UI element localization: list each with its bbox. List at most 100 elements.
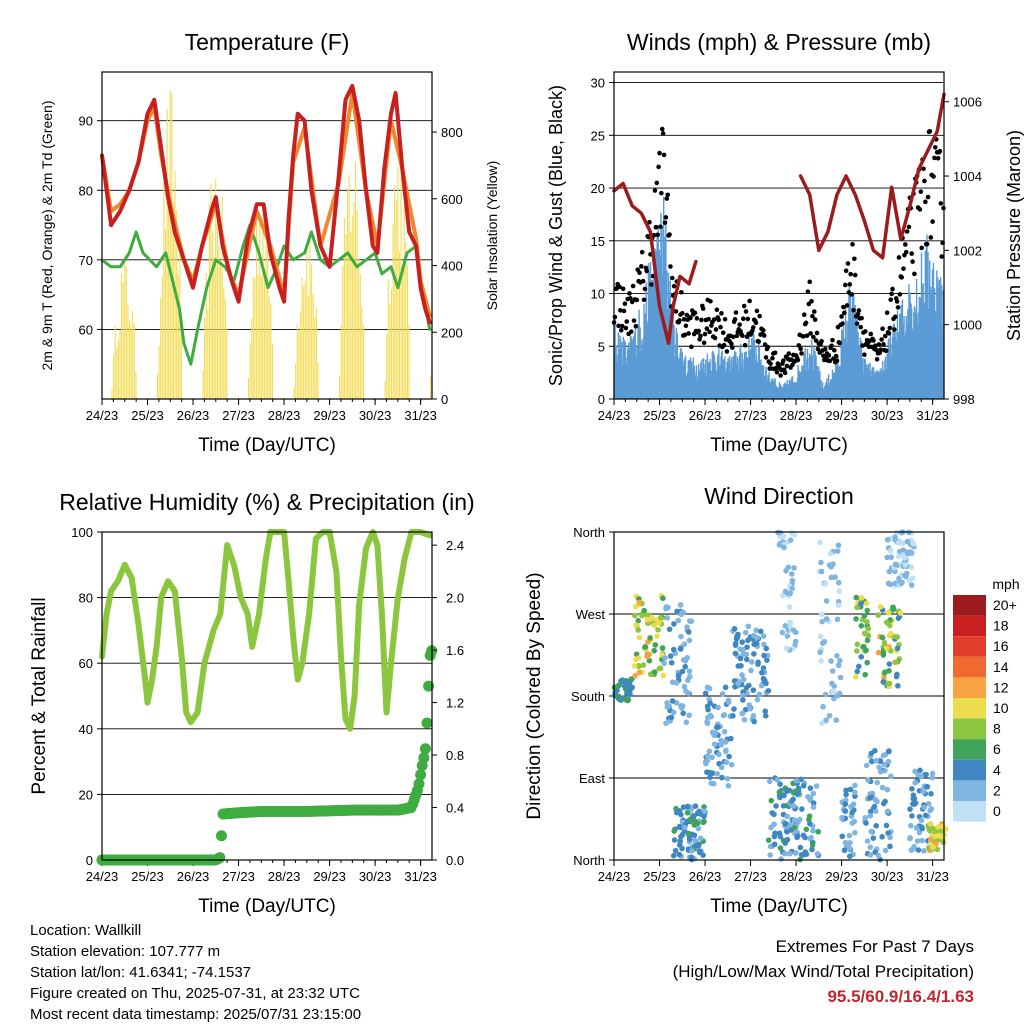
direction-point <box>841 847 848 854</box>
gust-point <box>922 178 927 184</box>
gust-point <box>903 242 908 247</box>
direction-point <box>773 803 779 809</box>
direction-point <box>809 846 815 853</box>
direction-point <box>635 617 642 624</box>
gust-point <box>761 333 767 338</box>
direction-point <box>655 626 661 633</box>
gust-point <box>855 311 861 317</box>
direction-point <box>917 767 923 774</box>
gust-point <box>734 333 740 339</box>
gust-point <box>679 310 685 316</box>
direction-point <box>809 842 816 848</box>
direction-point <box>873 757 879 764</box>
direction-point <box>664 704 671 710</box>
gust-point <box>810 313 815 319</box>
gust-point <box>862 352 867 357</box>
direction-point <box>760 675 767 682</box>
speed-legend-swatch <box>953 595 986 616</box>
direction-point <box>868 758 875 765</box>
direction-point <box>671 837 678 843</box>
direction-point <box>910 795 917 802</box>
gust-point <box>628 295 633 301</box>
direction-point <box>853 648 860 654</box>
direction-point <box>847 786 854 793</box>
direction-point <box>877 768 884 775</box>
gust-point <box>931 174 936 179</box>
direction-point <box>808 834 814 841</box>
direction-point <box>758 682 765 689</box>
gust-point <box>844 303 850 308</box>
gust-point <box>847 282 853 287</box>
direction-point <box>863 762 870 769</box>
direction-point <box>733 635 740 642</box>
gust-point <box>729 341 734 346</box>
direction-point <box>751 641 758 648</box>
direction-point <box>835 542 842 549</box>
humidity-ylabel: Percent & Total Rainfall <box>29 597 50 794</box>
gust-point <box>871 338 876 343</box>
direction-point <box>735 680 742 687</box>
direction-point <box>682 663 689 670</box>
direction-point <box>726 753 732 760</box>
direction-point <box>633 603 639 610</box>
direction-point <box>718 742 725 748</box>
direction-point <box>787 590 794 597</box>
gust-point <box>886 330 892 336</box>
direction-point <box>790 627 797 633</box>
direction-point <box>777 833 784 840</box>
direction-point <box>821 638 828 645</box>
direction-point <box>930 844 936 851</box>
gust-point <box>849 292 854 297</box>
direction-point <box>725 697 732 703</box>
recent-text: Most recent data timestamp: 2025/07/31 2… <box>30 1006 362 1023</box>
gust-point <box>919 245 924 251</box>
direction-point <box>743 684 750 691</box>
gust-point <box>878 347 884 353</box>
direction-point <box>737 655 744 662</box>
direction-point <box>756 691 763 698</box>
direction-point <box>715 724 721 730</box>
direction-point <box>686 637 693 644</box>
direction-point <box>764 657 770 663</box>
gust-point <box>807 279 813 285</box>
gust-point <box>750 325 756 330</box>
humidity-panel: Relative Humidity (%) & Precipitation (i… <box>29 489 475 917</box>
direction-point <box>635 627 641 633</box>
direction-point <box>677 646 684 652</box>
direction-point <box>692 803 699 809</box>
gust-point <box>811 309 817 314</box>
direction-point <box>666 626 673 633</box>
direction-point <box>910 801 916 807</box>
gust-point <box>930 219 935 224</box>
direction-point <box>895 615 902 621</box>
gust-point <box>743 309 749 314</box>
direction-point <box>719 691 726 697</box>
gust-point <box>826 353 832 358</box>
gust-point <box>653 224 659 230</box>
direction-frame <box>613 531 945 861</box>
gust-point <box>713 327 719 332</box>
direction-point <box>855 663 862 670</box>
direction-point <box>798 776 804 783</box>
direction-point <box>807 820 813 827</box>
direction-point <box>782 588 789 595</box>
winds-xtick-label: 26/23 <box>689 408 722 423</box>
direction-point <box>875 852 882 859</box>
gust-point <box>843 268 849 274</box>
direction-point <box>678 633 684 640</box>
direction-point <box>927 820 934 827</box>
direction-point <box>793 850 799 856</box>
gust-point <box>803 320 809 326</box>
direction-point <box>885 610 892 616</box>
direction-point <box>883 822 890 829</box>
gust-point <box>640 278 646 284</box>
direction-point <box>823 616 830 622</box>
speed-legend-label: 6 <box>993 741 1001 757</box>
direction-point <box>864 607 871 614</box>
direction-point <box>633 622 639 628</box>
direction-point <box>870 835 877 841</box>
humidity-title: Relative Humidity (%) & Precipitation (i… <box>59 489 474 515</box>
direction-point <box>907 806 913 812</box>
direction-point <box>642 644 648 650</box>
direction-point <box>880 649 887 656</box>
